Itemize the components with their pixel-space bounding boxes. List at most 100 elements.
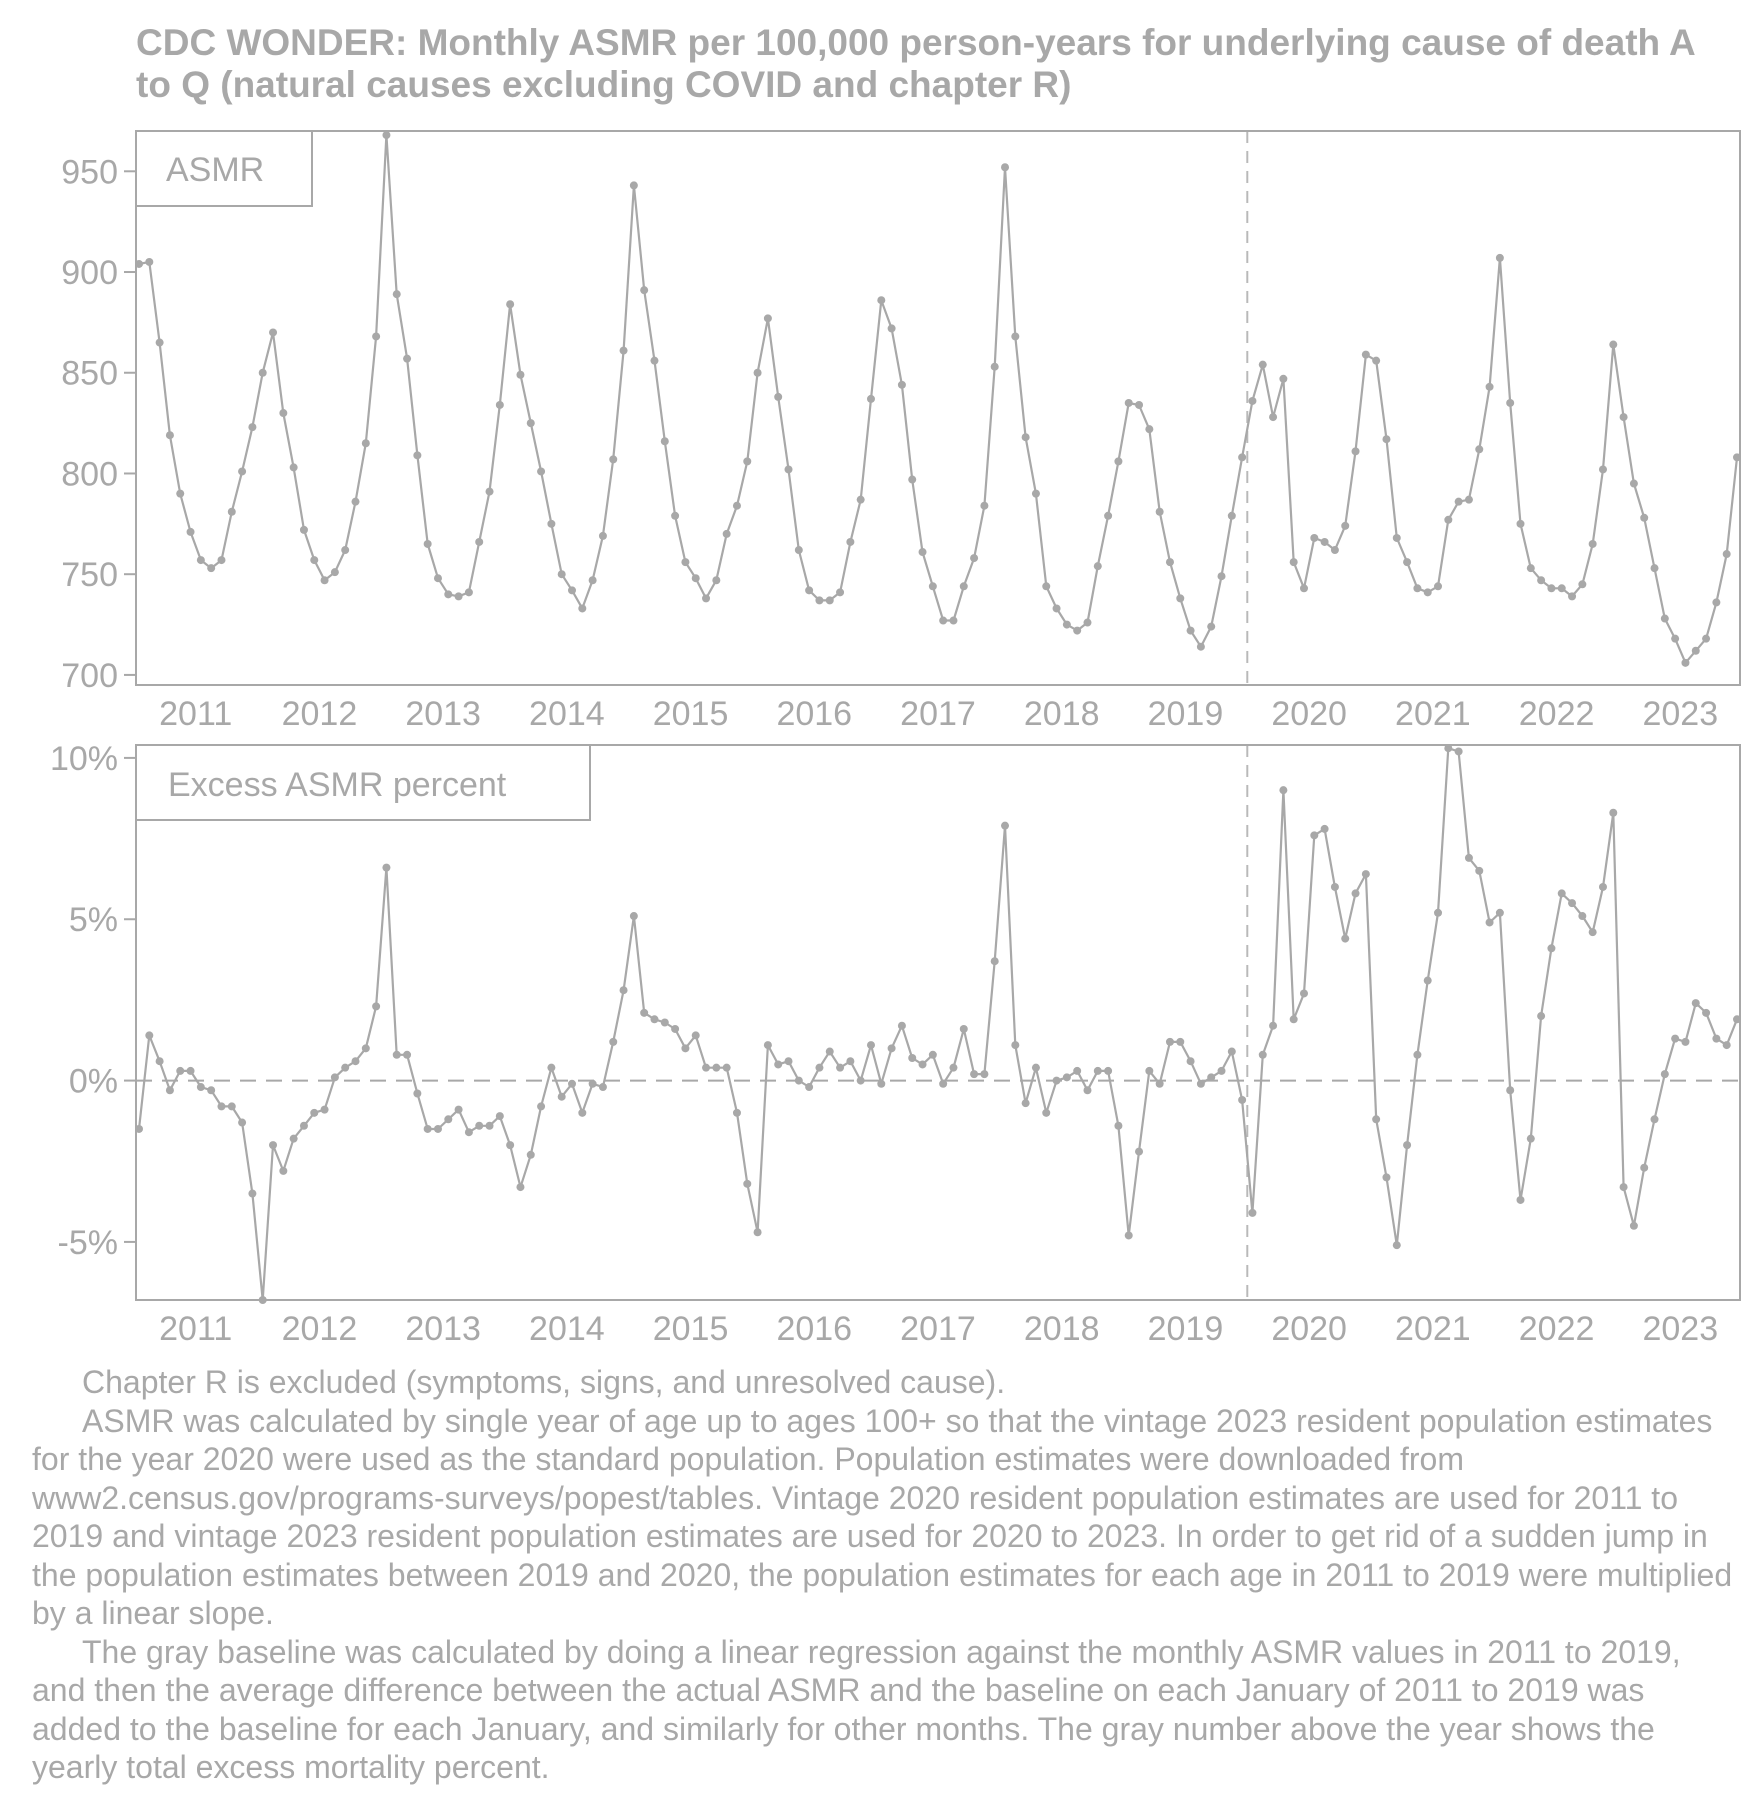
excess-data-point: [1557, 889, 1566, 898]
asmr-data-point: [227, 507, 236, 516]
excess-data-point: [990, 957, 999, 966]
excess-data-point: [506, 1141, 515, 1150]
asmr-data-point: [145, 257, 154, 266]
excess-data-point: [722, 1063, 731, 1072]
excess-ytick-label: 5%: [69, 901, 118, 939]
excess-data-point: [1289, 1015, 1298, 1024]
asmr-data-point: [1588, 539, 1597, 548]
asmr-data-point: [433, 574, 442, 583]
excess-data-point: [1186, 1057, 1195, 1066]
asmr-data-point: [1248, 396, 1257, 405]
excess-data-point: [1145, 1066, 1154, 1075]
excess-data-point: [269, 1141, 278, 1150]
asmr-ytick-label: 750: [61, 556, 118, 594]
excess-data-point: [836, 1063, 845, 1072]
excess-xtick-label: 2013: [405, 1310, 481, 1348]
asmr-data-point: [1021, 433, 1030, 442]
asmr-data-point: [712, 576, 721, 585]
excess-data-point: [578, 1108, 587, 1117]
asmr-data-point: [299, 525, 308, 534]
excess-ytick-label: -5%: [58, 1224, 118, 1262]
asmr-data-point: [1547, 584, 1556, 593]
asmr-data-point: [588, 576, 597, 585]
asmr-data-point: [856, 495, 865, 504]
asmr-data-point: [495, 400, 504, 409]
asmr-data-point: [1681, 658, 1690, 667]
asmr-data-point: [1578, 580, 1587, 589]
asmr-data-point: [1320, 537, 1329, 546]
asmr-data-point: [1464, 495, 1473, 504]
excess-data-point: [454, 1105, 463, 1114]
excess-data-point: [176, 1066, 185, 1075]
excess-data-point: [753, 1228, 762, 1237]
excess-xtick-label: 2021: [1395, 1310, 1471, 1348]
excess-data-point: [1516, 1195, 1525, 1204]
excess-percent-panel: Excess ASMR percent -5% 0% 5% 10% 2011 2012 201…: [50, 740, 1741, 1348]
asmr-data-point: [1526, 564, 1535, 573]
asmr-data-point: [1176, 594, 1185, 603]
excess-data-point: [1258, 1050, 1267, 1059]
note-baseline-method: The gray baseline was calculated by doin…: [32, 1633, 1681, 1786]
excess-data-point: [794, 1076, 803, 1085]
excess-data-point: [1434, 908, 1443, 917]
asmr-data-point: [1310, 533, 1319, 542]
excess-data-point: [640, 1008, 649, 1017]
excess-data-point: [1361, 870, 1370, 879]
asmr-data-point: [1011, 332, 1020, 341]
excess-data-point: [1021, 1099, 1030, 1108]
asmr-data-point: [949, 616, 958, 625]
excess-data-point: [1733, 1015, 1741, 1024]
excess-data-point: [155, 1057, 164, 1066]
asmr-data-point: [382, 131, 391, 140]
asmr-data-point: [279, 409, 288, 418]
excess-data-point: [1073, 1066, 1082, 1075]
excess-data-point: [186, 1066, 195, 1075]
excess-data-point: [1629, 1221, 1638, 1230]
excess-data-point: [330, 1073, 339, 1082]
asmr-data-point: [846, 537, 855, 546]
excess-data-point: [732, 1108, 741, 1117]
asmr-xtick-label: 2018: [1024, 695, 1100, 733]
excess-data-point: [1392, 1241, 1401, 1250]
excess-data-point: [1011, 1041, 1020, 1050]
asmr-data-point: [1598, 465, 1607, 474]
excess-data-point: [403, 1050, 412, 1059]
asmr-data-point: [1062, 620, 1071, 629]
excess-data-point: [464, 1128, 473, 1137]
excess-xtick-label: 2019: [1148, 1310, 1224, 1348]
excess-data-point: [887, 1044, 896, 1053]
excess-data-point: [856, 1076, 865, 1085]
excess-xtick-label: 2020: [1271, 1310, 1347, 1348]
excess-ytick-label: 0%: [69, 1063, 118, 1101]
excess-data-point: [1320, 824, 1329, 833]
asmr-data-point: [1165, 558, 1174, 567]
excess-data-point: [1671, 1034, 1680, 1043]
excess-data-point: [145, 1031, 154, 1040]
asmr-data-point: [1516, 519, 1525, 528]
asmr-data-point: [1135, 400, 1144, 409]
excess-xtick-label: 2015: [653, 1310, 729, 1348]
asmr-data-point: [1217, 572, 1226, 581]
excess-data-point: [341, 1063, 350, 1072]
asmr-xtick-label: 2011: [159, 695, 232, 733]
asmr-data-point: [1073, 626, 1082, 635]
excess-data-point: [413, 1089, 422, 1098]
asmr-data-point: [165, 431, 174, 440]
asmr-label-box: [135, 130, 313, 207]
asmr-data-point: [1671, 634, 1680, 643]
excess-data-point: [516, 1183, 525, 1192]
excess-data-point: [1238, 1095, 1247, 1104]
excess-data-point: [681, 1044, 690, 1053]
asmr-ytick-label: 800: [61, 455, 118, 493]
asmr-data-point: [444, 590, 453, 599]
excess-data-point: [361, 1044, 370, 1053]
excess-data-point: [568, 1079, 577, 1088]
excess-data-point: [1413, 1050, 1422, 1059]
excess-data-point: [1691, 999, 1700, 1008]
asmr-data-point: [1279, 374, 1288, 383]
excess-xtick-label: 2012: [282, 1310, 358, 1348]
asmr-data-point: [732, 501, 741, 510]
excess-data-point: [1537, 1012, 1546, 1021]
excess-data-point: [1124, 1231, 1133, 1240]
excess-data-point: [660, 1018, 669, 1027]
